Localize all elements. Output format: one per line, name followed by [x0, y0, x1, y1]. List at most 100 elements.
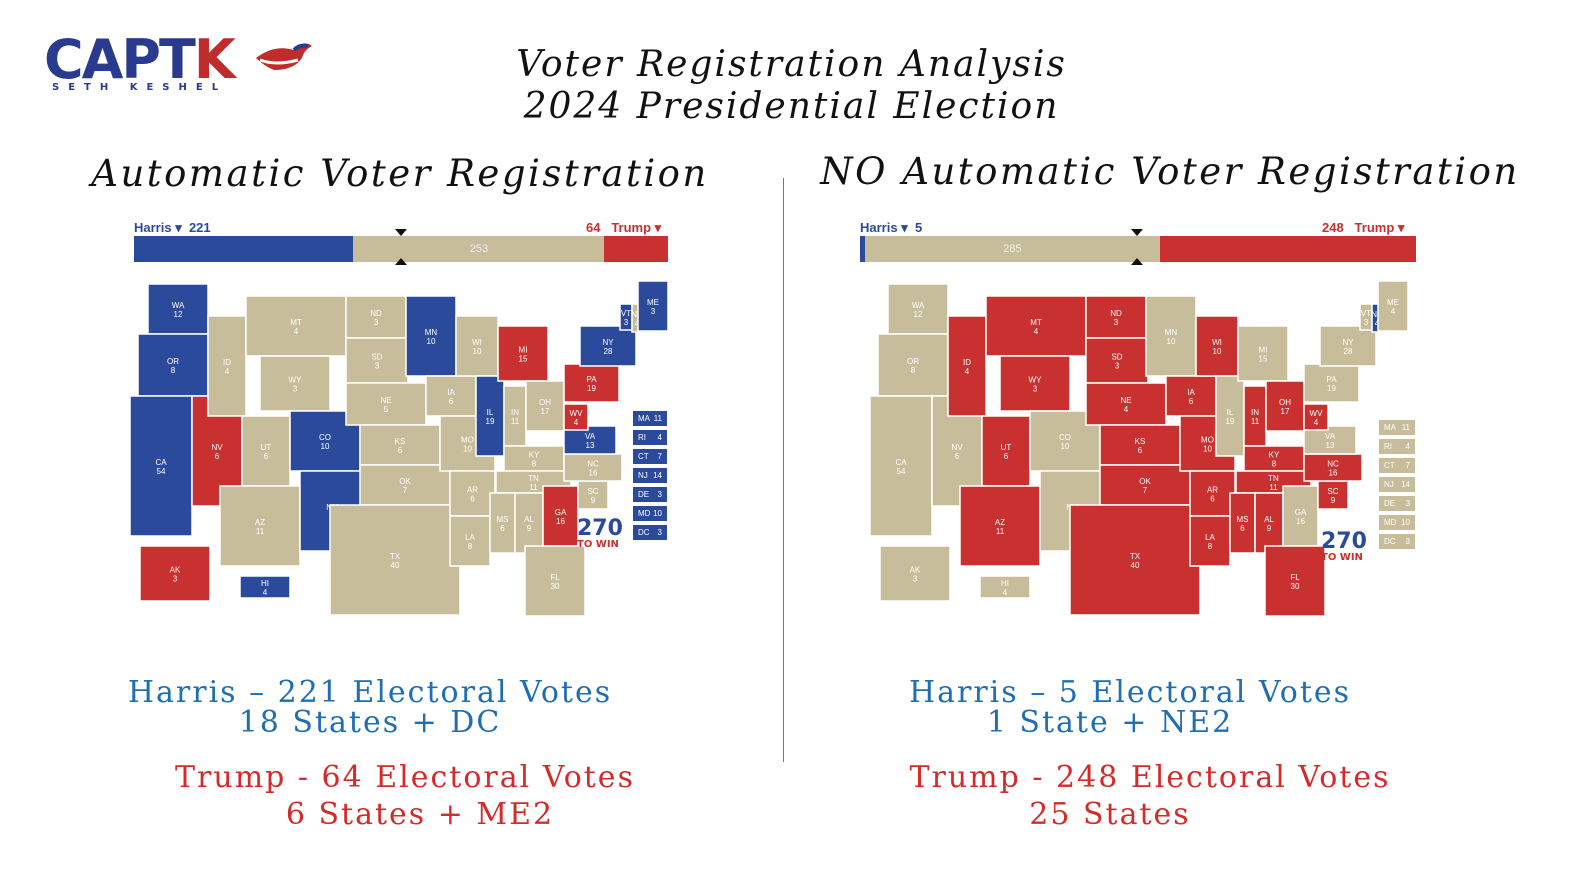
state-shape: [1377, 280, 1409, 332]
state-abbr-label: WA: [912, 301, 925, 310]
state-abbr-label: MT: [290, 318, 302, 327]
state-ev-label: 8: [171, 366, 176, 375]
state-ev-label: 8: [532, 460, 537, 469]
state-abbr-label: MN: [1165, 328, 1178, 337]
state-ut: UT6: [241, 415, 291, 487]
right-tossup-segment: 285: [865, 236, 1160, 262]
state-ms: MS6: [1229, 492, 1256, 554]
state-ev-label: 6: [1138, 446, 1143, 455]
state-abbr-label: AL: [524, 515, 534, 524]
right-heading: NO Automatic Voter Registration: [820, 150, 1520, 193]
state-abbr-label: NC: [587, 460, 599, 469]
state-ev-label: 19: [1226, 417, 1235, 426]
state-shape: [239, 575, 291, 599]
state-ev-label: 6: [470, 495, 475, 504]
state-shape: [563, 363, 620, 403]
state-mt: MT4: [985, 295, 1087, 357]
left-harris-label: Harris ▾ 221: [134, 220, 211, 235]
state-abbr-label: MS: [1237, 515, 1249, 524]
state-abbr-label: MT: [1030, 318, 1042, 327]
state-abbr-label: WV: [1310, 409, 1324, 418]
state-ev-label: 9: [591, 496, 596, 505]
state-abbr-label: VA: [585, 432, 596, 441]
state-wv: WV4: [1303, 403, 1329, 431]
state-shape: [449, 515, 491, 567]
left-trump-summary-line1: Trump - 64 Electoral Votes: [175, 760, 635, 795]
small-state-row: RI 4: [633, 430, 667, 445]
page-title-line1: Voter Registration Analysis: [516, 44, 1067, 85]
state-abbr-label: IN: [1251, 408, 1259, 417]
state-ky: KY8: [503, 445, 565, 472]
state-shape: [1165, 375, 1217, 417]
state-abbr-label: IL: [1227, 408, 1234, 417]
state-wv: WV4: [563, 403, 589, 431]
state-abbr-label: SC: [1327, 487, 1338, 496]
state-abbr-label: NY: [602, 338, 614, 347]
state-ev-label: 10: [473, 347, 482, 356]
state-shape: [979, 575, 1031, 599]
state-ev-label: 3: [173, 575, 178, 584]
state-ev-label: 11: [1269, 483, 1278, 492]
left-midpoint-marker-top: [395, 229, 407, 236]
state-shape: [1215, 375, 1245, 457]
state-abbr-label: WI: [1212, 338, 1222, 347]
right-harris-label: Harris ▾ 5: [860, 220, 923, 235]
state-ev-label: 6: [1240, 524, 1245, 533]
state-ev-label: 28: [604, 347, 613, 356]
state-shape: [503, 445, 565, 472]
small-state-abbr: DE: [1384, 499, 1396, 508]
state-ev-label: 17: [1281, 407, 1290, 416]
state-abbr-label: FL: [1290, 573, 1300, 582]
state-ev-label: 6: [1210, 495, 1215, 504]
state-abbr-label: FL: [550, 573, 560, 582]
state-ev-label: 11: [256, 527, 265, 536]
state-ev-label: 10: [1203, 445, 1212, 454]
left-trump-summary-line2: 6 States + ME2: [285, 797, 555, 832]
state-abbr-label: MN: [425, 328, 438, 337]
state-abbr-label: MI: [1259, 346, 1268, 355]
state-abbr-label: ND: [1110, 309, 1122, 318]
state-ev-label: 6: [500, 524, 505, 533]
state-ev-label: 6: [1189, 397, 1194, 406]
state-abbr-label: NV: [951, 443, 963, 452]
left-270towin-watermark: 270 TO WIN: [577, 516, 623, 550]
state-ev-label: 16: [1296, 517, 1305, 526]
state-abbr-label: ID: [223, 358, 231, 367]
state-ev-label: 19: [587, 384, 596, 393]
state-abbr-label: OR: [907, 357, 919, 366]
state-ut: UT6: [981, 415, 1031, 487]
state-abbr-label: NH: [631, 310, 643, 319]
state-ev-label: 19: [1327, 384, 1336, 393]
state-abbr-label: TN: [528, 474, 539, 483]
small-state-abbr: MD: [638, 509, 651, 518]
state-al: AL9: [1254, 492, 1284, 554]
right-us-map: WA12OR8CA54NV6ID4MT4WY3UT6AZ11CO10NM5ND3…: [869, 280, 1409, 617]
state-shape: [1229, 492, 1256, 554]
state-ev-label: 8: [1208, 542, 1213, 551]
state-abbr-label: AZ: [255, 518, 265, 527]
state-ev-label: 30: [1291, 582, 1300, 591]
state-al: AL9: [514, 492, 544, 554]
state-abbr-label: AK: [170, 566, 181, 575]
small-state-row: DE 3: [1379, 496, 1415, 511]
state-abbr-label: HI: [1001, 579, 1009, 588]
left-harris-summary-line2: 18 States + DC: [238, 705, 502, 740]
state-sd: SD3: [345, 337, 409, 384]
state-ev-label: 6: [398, 446, 403, 455]
state-vt: VT3: [619, 303, 633, 331]
state-mt: MT4: [245, 295, 347, 357]
state-ne: NE5: [345, 382, 427, 426]
state-shape: [207, 315, 247, 417]
state-ak: AK3: [879, 545, 951, 602]
state-ev-label: 12: [174, 310, 183, 319]
